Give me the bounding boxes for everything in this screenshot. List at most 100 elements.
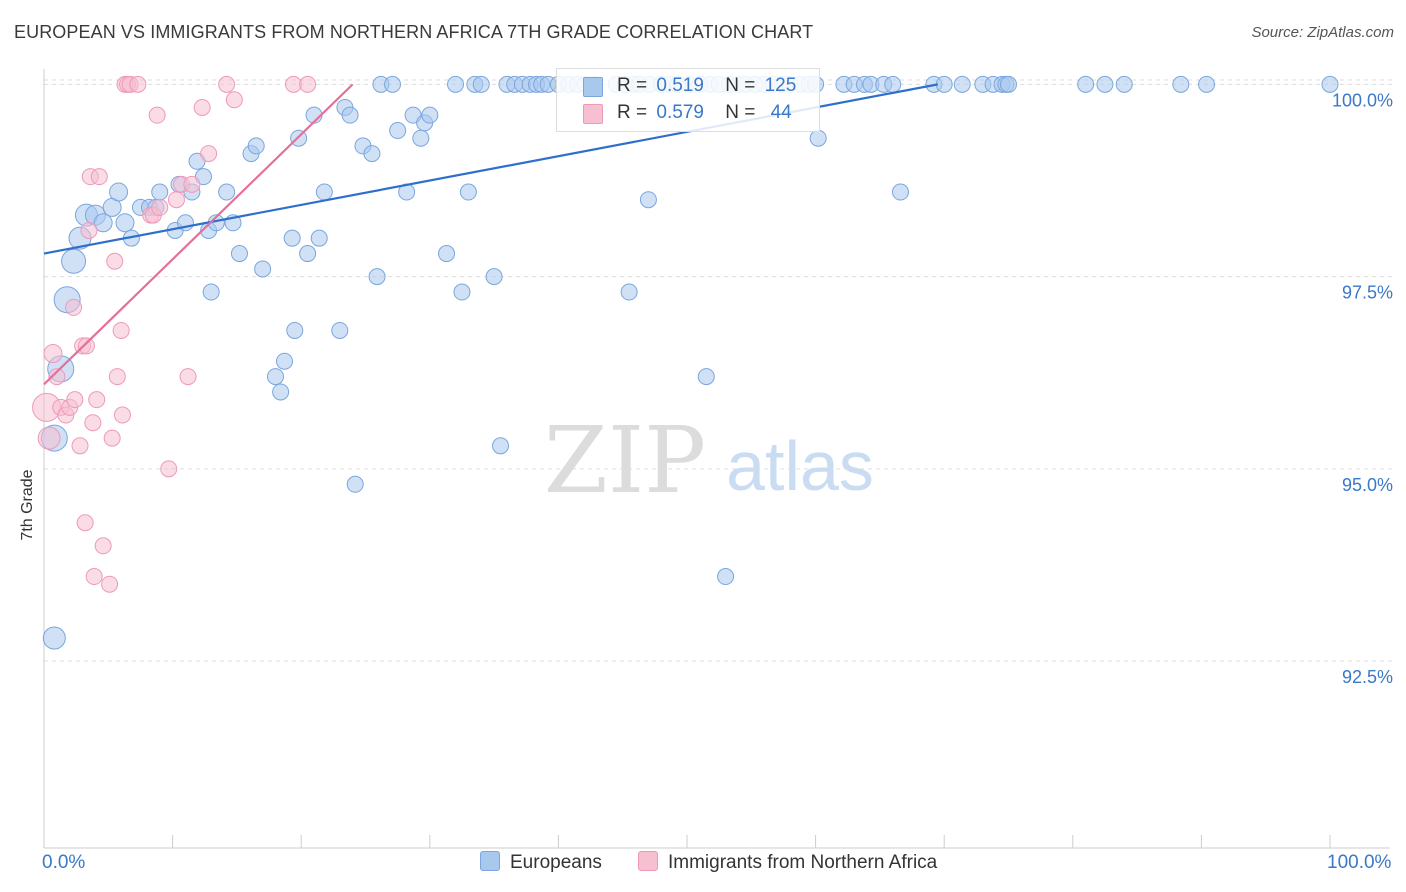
point-immigrants [77, 337, 95, 355]
point-europeans [891, 183, 909, 201]
point-immigrants [167, 191, 185, 209]
point-immigrants [218, 75, 236, 93]
point-immigrants [84, 414, 102, 432]
point-europeans [368, 268, 386, 286]
point-immigrants [225, 91, 243, 109]
immigrants-swatch [583, 104, 603, 124]
point-europeans [639, 191, 657, 209]
point-immigrants [94, 537, 112, 555]
x-tick-min: 0.0% [42, 852, 86, 873]
point-europeans [1198, 75, 1216, 93]
immigrants-n-label: N = [725, 102, 756, 123]
point-europeans [953, 75, 971, 93]
point-europeans [412, 129, 430, 147]
point-immigrants [299, 75, 317, 93]
point-immigrants [66, 391, 84, 409]
point-immigrants [85, 568, 103, 586]
point-immigrants [284, 75, 302, 93]
point-immigrants [101, 575, 119, 593]
point-immigrants [37, 426, 61, 450]
bottom-immigrants-swatch [638, 851, 658, 871]
point-immigrants [48, 368, 66, 386]
europeans-swatch [583, 77, 603, 97]
point-europeans [438, 245, 456, 263]
y-tick-label: 97.5% [1342, 283, 1393, 303]
point-europeans [299, 245, 317, 263]
point-europeans [283, 229, 301, 247]
point-europeans [717, 568, 735, 586]
trend-line-immigrants [43, 83, 354, 386]
point-immigrants [71, 437, 89, 455]
point-europeans [1096, 75, 1114, 93]
point-europeans [275, 352, 293, 370]
bottom-europeans-swatch [480, 851, 500, 871]
point-immigrants [103, 429, 121, 447]
point-europeans [346, 475, 364, 493]
point-immigrants [108, 368, 126, 386]
point-immigrants [193, 98, 211, 116]
europeans-n-value: 125 [764, 75, 797, 96]
point-europeans [310, 229, 328, 247]
point-europeans [935, 75, 953, 93]
point-europeans [109, 182, 129, 202]
point-immigrants [80, 221, 98, 239]
y-tick-label: 95.0% [1342, 475, 1393, 495]
chart-title: EUROPEAN VS IMMIGRANTS FROM NORTHERN AFR… [14, 22, 814, 42]
bottom-legend-immigrants: Immigrants from Northern Africa [638, 851, 937, 874]
europeans-r-value: 0.519 [656, 75, 704, 96]
point-europeans [363, 145, 381, 163]
point-immigrants [200, 145, 218, 163]
point-europeans [266, 368, 284, 386]
bottom-immigrants-label: Immigrants from Northern Africa [668, 852, 938, 873]
bottom-europeans-label: Europeans [510, 852, 602, 873]
point-europeans [1115, 75, 1133, 93]
stats-legend: R = 0.519 N = 125 R = 0.579 N = 44 [556, 68, 820, 132]
point-immigrants [151, 198, 169, 216]
europeans-r-label: R = [617, 75, 648, 96]
point-europeans [389, 122, 407, 140]
y-tick-label: 100.0% [1332, 90, 1393, 110]
point-europeans [286, 321, 304, 339]
point-europeans [254, 260, 272, 278]
point-europeans [472, 75, 490, 93]
point-immigrants [65, 298, 83, 316]
point-europeans [1321, 75, 1339, 93]
point-europeans [341, 106, 359, 124]
axes [43, 69, 1390, 849]
point-europeans [421, 106, 439, 124]
y-tick-labels: 92.5% 95.0% 97.5% 100.0% [1332, 90, 1393, 687]
point-europeans [42, 626, 66, 650]
point-europeans [93, 213, 113, 233]
y-tick-label: 92.5% [1342, 667, 1393, 687]
point-immigrants [113, 406, 131, 424]
point-europeans [247, 137, 265, 155]
watermark: ZIP atlas [544, 407, 874, 514]
point-europeans [492, 437, 510, 455]
immigrants-r-value: 0.579 [656, 102, 704, 123]
watermark-zip: ZIP [544, 407, 706, 514]
point-immigrants [43, 344, 63, 364]
point-europeans [230, 245, 248, 263]
watermark-atlas: atlas [726, 427, 874, 505]
point-immigrants [129, 75, 147, 93]
point-europeans [61, 248, 87, 274]
point-europeans [331, 321, 349, 339]
point-immigrants [160, 460, 178, 478]
point-immigrants [183, 175, 201, 193]
series-europeans [40, 75, 1339, 650]
source-credit: Source: ZipAtlas.com [1251, 24, 1394, 41]
point-europeans [1077, 75, 1095, 93]
point-europeans [315, 183, 333, 201]
point-europeans [459, 183, 477, 201]
point-europeans [453, 283, 471, 301]
point-europeans [447, 75, 465, 93]
point-immigrants [106, 252, 124, 270]
point-europeans [809, 129, 827, 147]
point-europeans [620, 283, 638, 301]
europeans-n-label: N = [725, 75, 756, 96]
point-immigrants [148, 106, 166, 124]
point-europeans [884, 75, 902, 93]
point-europeans [202, 283, 220, 301]
point-europeans [384, 75, 402, 93]
